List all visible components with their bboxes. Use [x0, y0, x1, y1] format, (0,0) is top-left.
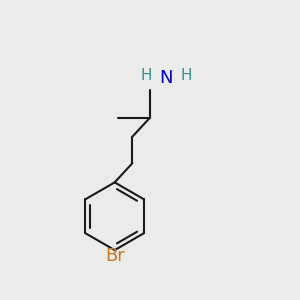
Text: H: H: [181, 68, 192, 83]
Text: N: N: [159, 69, 173, 87]
Text: Br: Br: [105, 247, 124, 265]
Text: H: H: [140, 68, 152, 83]
